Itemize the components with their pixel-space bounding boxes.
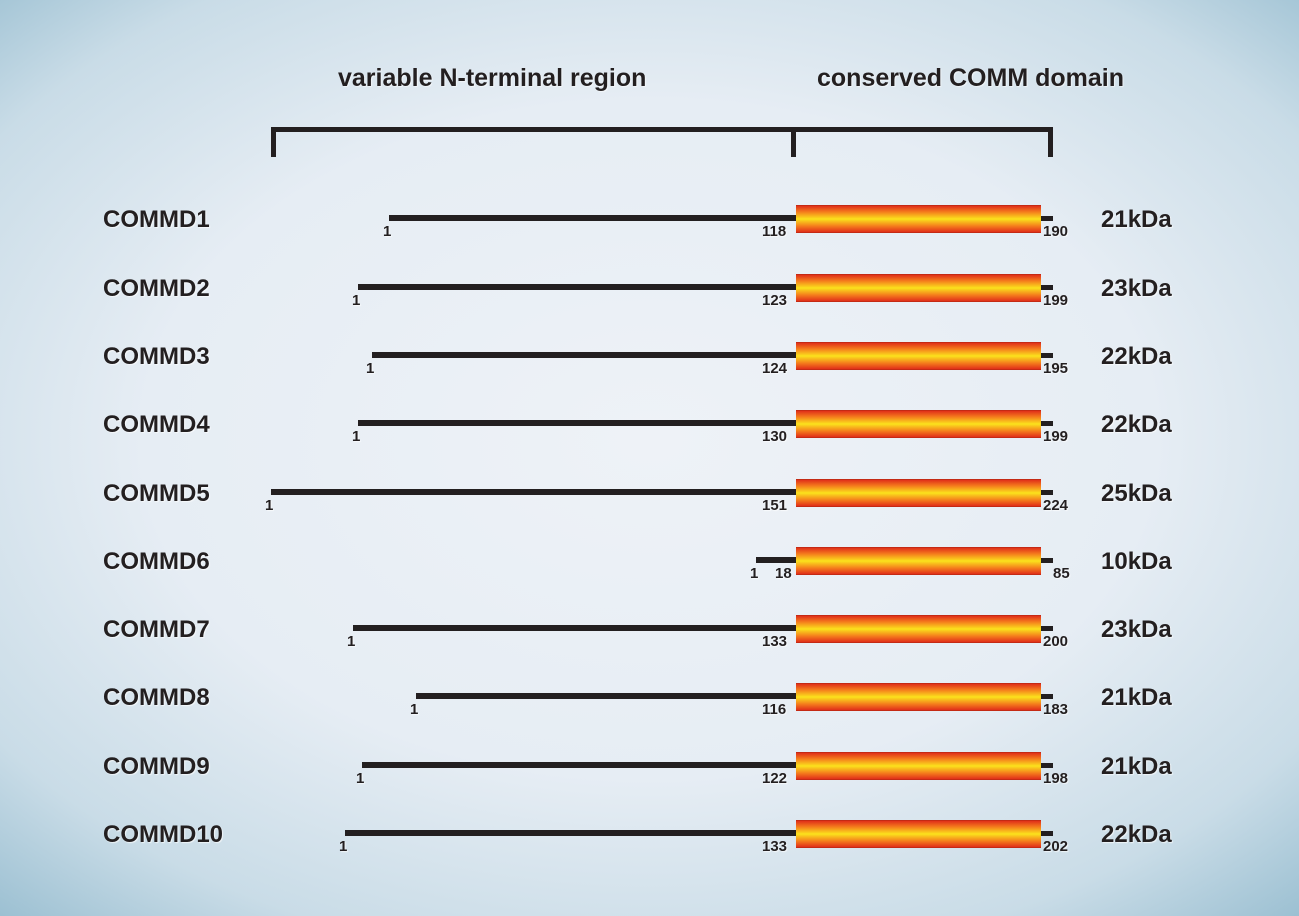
end-residue-label: 224 [1043, 497, 1069, 514]
protein-row: COMMD10 1 133 202 22kDa [0, 817, 1299, 867]
molecular-mass-label: 21kDa [1101, 753, 1172, 780]
comm-domain-bar [796, 205, 1041, 233]
bracket-top-bar [271, 127, 1053, 132]
domain-start-label: 123 [762, 292, 788, 309]
n-terminal-line [345, 830, 796, 836]
c-terminal-tail [1041, 216, 1053, 221]
c-terminal-tail [1041, 421, 1053, 426]
protein-row: COMMD1 1 118 190 21kDa [0, 202, 1299, 252]
n-terminal-line [372, 352, 796, 358]
molecular-mass-label: 25kDa [1101, 480, 1172, 507]
comm-domain-bar [796, 274, 1041, 302]
end-residue-label: 199 [1043, 292, 1069, 309]
end-residue-label: 85 [1053, 565, 1070, 582]
comm-domain-bar [796, 547, 1041, 575]
header-conserved-domain: conserved COMM domain [817, 64, 1124, 92]
molecular-mass-label: 21kDa [1101, 684, 1172, 711]
protein-name: COMMD4 [103, 411, 210, 438]
comm-domain-bar [796, 820, 1041, 848]
end-residue-label: 195 [1043, 360, 1069, 377]
end-residue-label: 198 [1043, 770, 1069, 787]
end-residue-label: 202 [1043, 838, 1069, 855]
protein-row: COMMD6 1 18 85 10kDa [0, 544, 1299, 594]
end-residue-label: 200 [1043, 633, 1069, 650]
n-terminal-line [271, 489, 796, 495]
protein-name: COMMD7 [103, 616, 210, 643]
comm-domain-bar [796, 752, 1041, 780]
c-terminal-tail [1041, 626, 1053, 631]
molecular-mass-label: 21kDa [1101, 206, 1172, 233]
protein-row: COMMD7 1 133 200 23kDa [0, 612, 1299, 662]
domain-start-label: 122 [762, 770, 788, 787]
molecular-mass-label: 23kDa [1101, 275, 1172, 302]
c-terminal-tail [1041, 831, 1053, 836]
c-terminal-tail [1041, 353, 1053, 358]
protein-name: COMMD9 [103, 753, 210, 780]
n-terminal-line [389, 215, 796, 221]
start-residue-label: 1 [352, 428, 361, 445]
start-residue-label: 1 [383, 223, 392, 240]
n-terminal-line [353, 625, 796, 631]
protein-row: COMMD2 1 123 199 23kDa [0, 271, 1299, 321]
start-residue-label: 1 [410, 701, 419, 718]
molecular-mass-label: 23kDa [1101, 616, 1172, 643]
protein-row: COMMD9 1 122 198 21kDa [0, 749, 1299, 799]
end-residue-label: 190 [1043, 223, 1069, 240]
n-terminal-line [756, 557, 796, 563]
domain-start-label: 18 [775, 565, 792, 582]
protein-row: COMMD8 1 116 183 21kDa [0, 680, 1299, 730]
protein-name: COMMD10 [103, 821, 224, 848]
comm-domain-bar [796, 615, 1041, 643]
end-residue-label: 199 [1043, 428, 1069, 445]
domain-start-label: 116 [762, 701, 787, 718]
header-variable-region: variable N-terminal region [338, 64, 647, 92]
molecular-mass-label: 22kDa [1101, 411, 1172, 438]
start-residue-label: 1 [347, 633, 356, 650]
n-terminal-line [358, 420, 796, 426]
domain-start-label: 133 [762, 633, 788, 650]
comm-domain-bar [796, 683, 1041, 711]
end-residue-label: 183 [1043, 701, 1069, 718]
comm-domain-bar [796, 479, 1041, 507]
protein-name: COMMD3 [103, 343, 210, 370]
c-terminal-tail [1041, 763, 1053, 768]
molecular-mass-label: 10kDa [1101, 548, 1172, 575]
bracket-right-tick [1048, 127, 1053, 157]
bracket-left-tick [271, 127, 276, 157]
c-terminal-tail [1041, 285, 1053, 290]
c-terminal-tail [1041, 558, 1053, 563]
comm-domain-bar [796, 410, 1041, 438]
domain-start-label: 133 [762, 838, 788, 855]
c-terminal-tail [1041, 694, 1053, 699]
molecular-mass-label: 22kDa [1101, 343, 1172, 370]
molecular-mass-label: 22kDa [1101, 821, 1172, 848]
n-terminal-line [358, 284, 796, 290]
start-residue-label: 1 [356, 770, 365, 787]
start-residue-label: 1 [750, 565, 759, 582]
protein-name: COMMD5 [103, 480, 210, 507]
domain-start-label: 151 [762, 497, 788, 514]
protein-row: COMMD3 1 124 195 22kDa [0, 339, 1299, 389]
c-terminal-tail [1041, 490, 1053, 495]
protein-name: COMMD6 [103, 548, 210, 575]
n-terminal-line [416, 693, 796, 699]
start-residue-label: 1 [339, 838, 348, 855]
start-residue-label: 1 [265, 497, 274, 514]
domain-start-label: 118 [762, 223, 787, 240]
protein-row: COMMD5 1 151 224 25kDa [0, 476, 1299, 526]
domain-start-label: 124 [762, 360, 788, 377]
protein-name: COMMD2 [103, 275, 210, 302]
domain-start-label: 130 [762, 428, 788, 445]
start-residue-label: 1 [366, 360, 375, 377]
protein-row: COMMD4 1 130 199 22kDa [0, 407, 1299, 457]
protein-name: COMMD1 [103, 206, 210, 233]
start-residue-label: 1 [352, 292, 361, 309]
bracket-middle-tick [791, 127, 796, 157]
protein-name: COMMD8 [103, 684, 210, 711]
comm-domain-bar [796, 342, 1041, 370]
n-terminal-line [362, 762, 796, 768]
